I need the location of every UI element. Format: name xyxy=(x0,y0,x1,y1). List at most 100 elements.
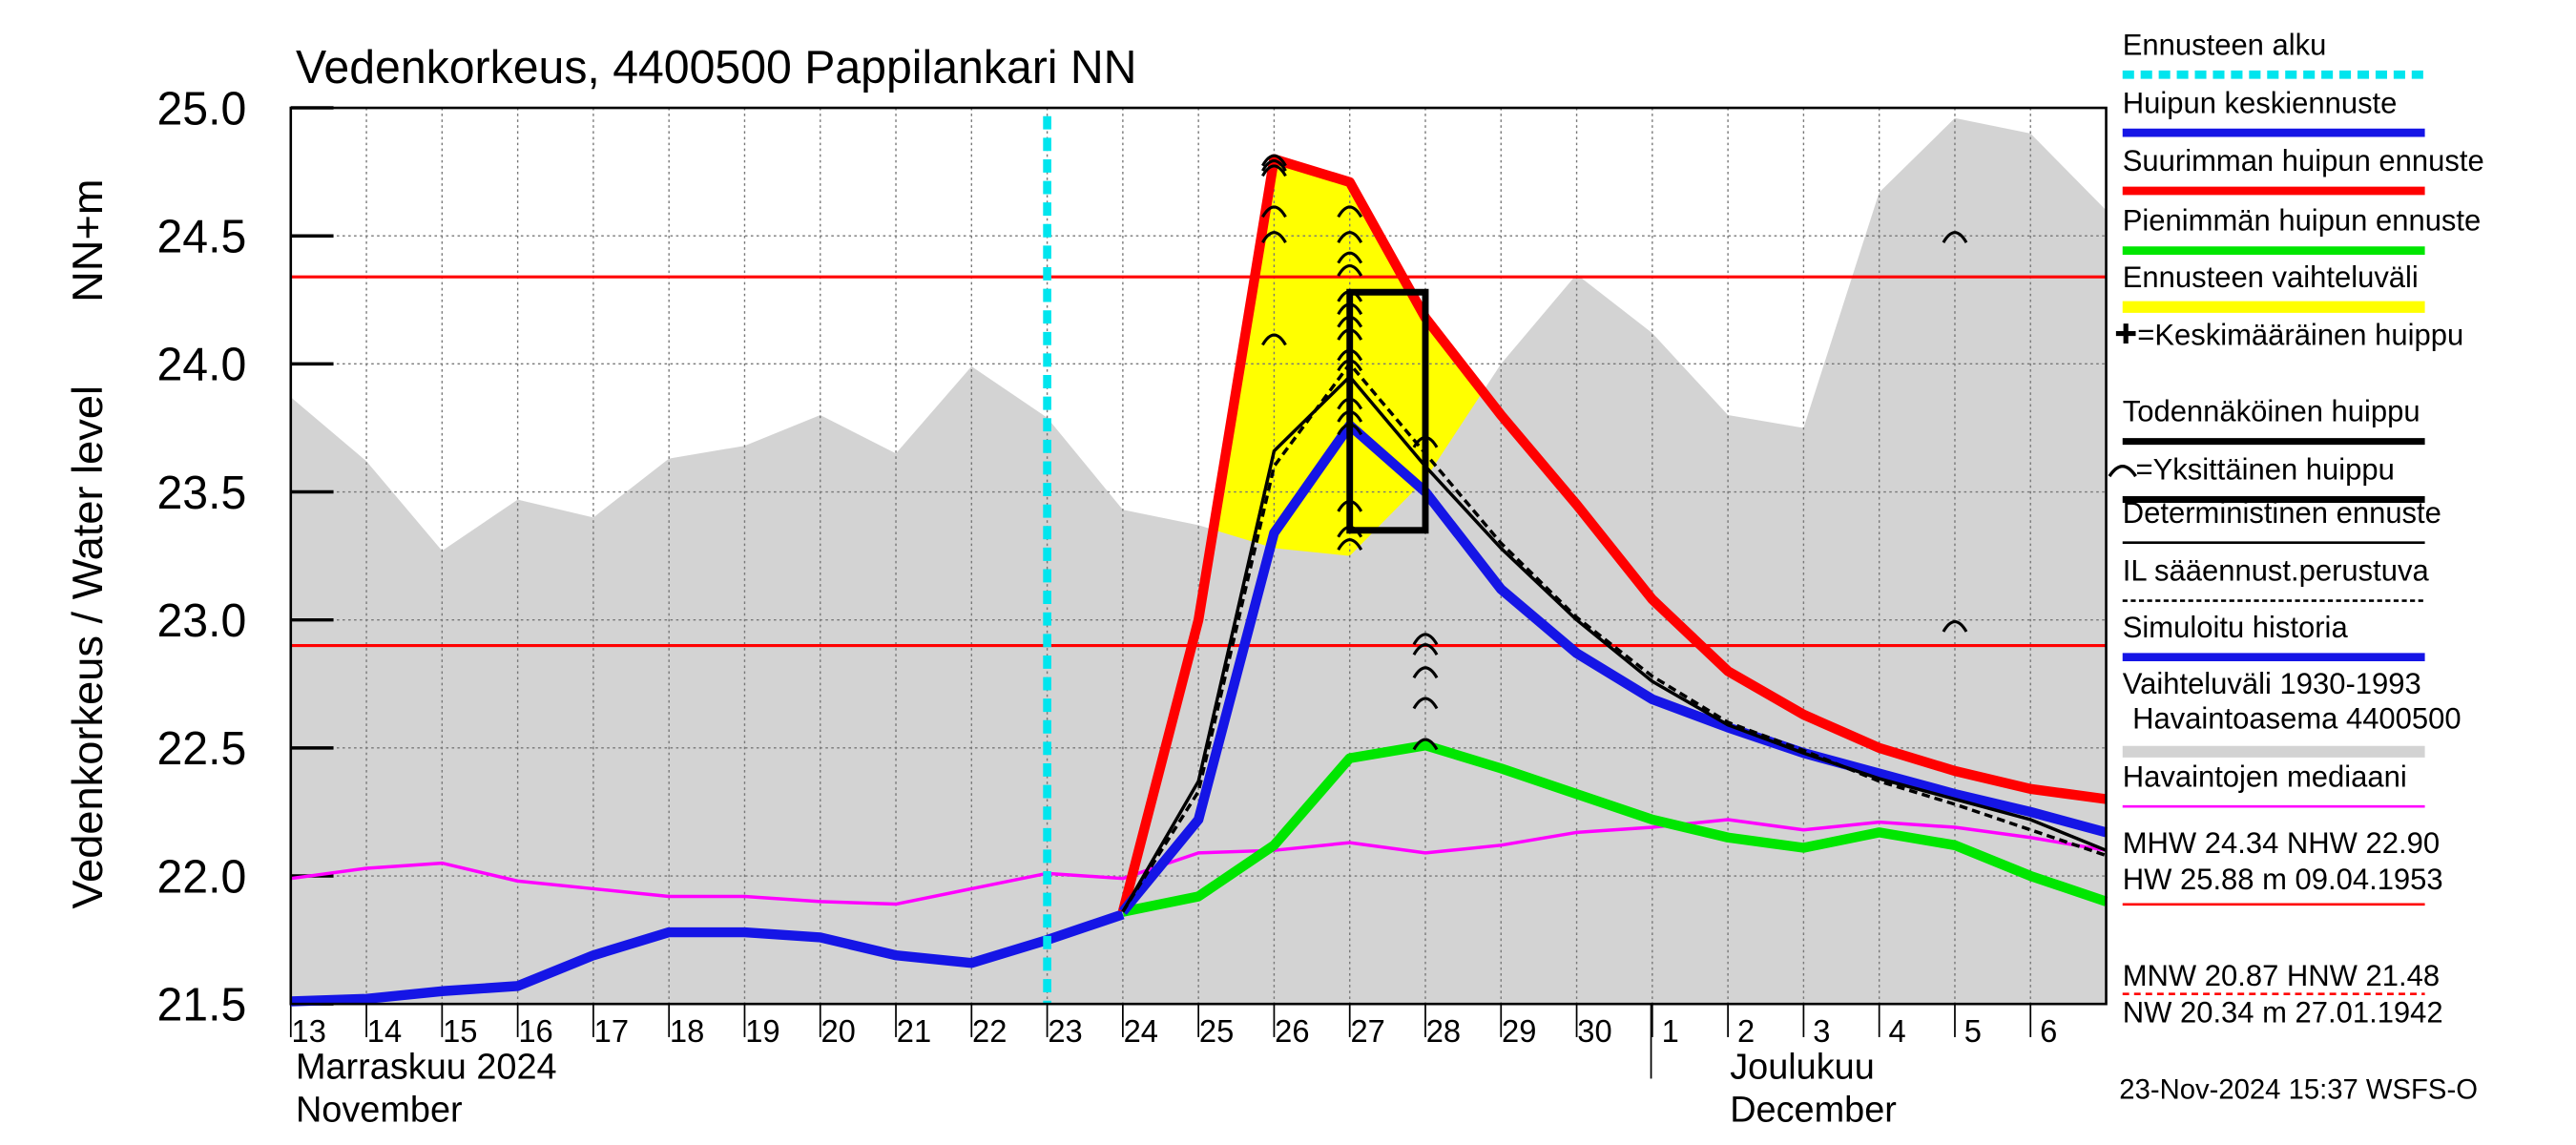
peak-marker xyxy=(1337,499,1363,512)
y-axis-label: Vedenkorkeus / Water level xyxy=(63,385,112,909)
x-tick-label: 14 xyxy=(367,1013,402,1049)
y-tick-label: 24.5 xyxy=(156,211,246,262)
x-tick-label: 16 xyxy=(518,1013,552,1049)
stats-label: MHW 24.34 NHW 22.90 xyxy=(2123,826,2440,860)
series-line xyxy=(1117,154,2108,913)
y-tick-label: 22.0 xyxy=(156,851,246,903)
x-tick-label: 5 xyxy=(1964,1013,1982,1049)
x-tick-label: 6 xyxy=(2040,1013,2057,1049)
peak-marker xyxy=(1261,164,1287,177)
peak-marker xyxy=(1261,159,1287,172)
legend-symbol xyxy=(2108,464,2137,478)
peak-marker xyxy=(1261,333,1287,346)
x-tick-label: 22 xyxy=(972,1013,1007,1049)
x-tick-label: 1 xyxy=(1662,1013,1679,1049)
plot-area xyxy=(289,106,2109,1037)
peak-marker xyxy=(1412,738,1439,751)
stats-label: HW 25.88 m 09.04.1953 xyxy=(2123,863,2443,896)
legend-label: Ennusteen vaihteluväli xyxy=(2123,260,2419,294)
series-line xyxy=(290,818,2107,906)
peak-marker xyxy=(1412,633,1439,646)
peak-marker xyxy=(1337,251,1363,264)
peak-marker xyxy=(1337,359,1363,372)
x-tick-label: 21 xyxy=(897,1013,931,1049)
legend-label: Vaihteluväli 1930-1993 xyxy=(2123,667,2421,700)
legend-label: Havaintojen mediaani xyxy=(2123,760,2407,793)
x-tick-label: 19 xyxy=(745,1013,779,1049)
peak-marker xyxy=(1337,264,1363,277)
x-tick-label: 2 xyxy=(1737,1013,1755,1049)
x-tick-label: 28 xyxy=(1426,1013,1461,1049)
x-tick-label: 24 xyxy=(1124,1013,1158,1049)
legend-label: Todennäköinen huippu xyxy=(2123,395,2420,428)
timestamp: 23-Nov-2024 15:37 WSFS-O xyxy=(2119,1073,2478,1105)
x-tick-label: 3 xyxy=(1813,1013,1830,1049)
y-tick-label: 24.0 xyxy=(156,340,246,391)
peak-marker xyxy=(1337,231,1363,243)
x-tick-label: 4 xyxy=(1889,1013,1906,1049)
peak-marker xyxy=(1942,231,1968,243)
peak-marker xyxy=(1412,435,1439,448)
peak-marker xyxy=(1412,643,1439,656)
series-line xyxy=(1118,420,2108,915)
x-tick-label: 15 xyxy=(443,1013,477,1049)
series-line xyxy=(290,909,1125,1007)
legend-label: IL sääennust.perustuva xyxy=(2123,554,2430,588)
peak-marker xyxy=(1337,525,1363,538)
peak-marker xyxy=(1337,315,1363,328)
peak-marker xyxy=(1337,397,1363,410)
legend-label: Ennusteen alku xyxy=(2123,28,2327,61)
month-label: November xyxy=(296,1090,463,1130)
peak-marker xyxy=(1412,697,1439,710)
x-tick-label: 27 xyxy=(1350,1013,1384,1049)
peak-marker xyxy=(1261,154,1287,167)
x-tick-label: 30 xyxy=(1577,1013,1611,1049)
legend-label: Deterministinen ennuste xyxy=(2123,496,2441,530)
plot-frame xyxy=(289,106,2108,1006)
peak-marker xyxy=(1337,348,1363,362)
y-tick-label: 23.5 xyxy=(156,468,246,519)
stats-label: NW 20.34 m 27.01.1942 xyxy=(2123,995,2443,1029)
peak-marker xyxy=(1337,205,1363,219)
series-line xyxy=(1121,375,2108,913)
y-axis-unit: NN+m xyxy=(63,178,112,302)
y-tick-label: 22.5 xyxy=(156,723,246,775)
legend-label: Simuloitu historia xyxy=(2123,611,2349,644)
peak-marker xyxy=(1942,620,1968,633)
x-tick-label: 25 xyxy=(1199,1013,1234,1049)
peak-marker xyxy=(1337,423,1363,436)
series-line xyxy=(1121,362,2108,913)
series-line xyxy=(1121,739,2109,917)
month-label: Joulukuu xyxy=(1730,1047,1875,1087)
peak-marker xyxy=(1261,231,1287,243)
legend-symbol xyxy=(2115,323,2136,344)
y-tick-label: 23.0 xyxy=(156,595,246,647)
legend-label: =Keskimääräinen huippu xyxy=(2137,319,2463,352)
x-tick-label: 23 xyxy=(1048,1013,1082,1049)
x-tick-label: 26 xyxy=(1275,1013,1309,1049)
legend-label: =Yksittäinen huippu xyxy=(2136,452,2395,486)
peak-marker xyxy=(1337,289,1363,302)
legend: Ennusteen alku Huipun keskiennuste Suurimm… xyxy=(2108,28,2484,1029)
y-tick-label: 25.0 xyxy=(156,83,246,135)
peak-marker xyxy=(1337,410,1363,423)
x-tick-label: 17 xyxy=(594,1013,629,1049)
x-tick-label: 20 xyxy=(821,1013,855,1049)
legend-label: Suurimman huipun ennuste xyxy=(2123,144,2484,177)
month-label: December xyxy=(1730,1090,1897,1130)
peak-marker xyxy=(1337,538,1363,551)
stats-label: MNW 20.87 HNW 21.48 xyxy=(2123,959,2440,992)
peak-marker xyxy=(1412,666,1439,679)
legend-label: Huipun keskiennuste xyxy=(2123,86,2398,119)
chart-title: Vedenkorkeus, 4400500 Pappilankari NN xyxy=(296,42,1137,94)
peak-marker xyxy=(1261,205,1287,219)
peak-marker xyxy=(1337,302,1363,316)
x-tick-label: 29 xyxy=(1502,1013,1536,1049)
y-tick-label: 21.5 xyxy=(156,979,246,1030)
x-tick-label: 18 xyxy=(670,1013,704,1049)
x-tick-label: 13 xyxy=(292,1013,326,1049)
legend-label: Havaintoasema 4400500 xyxy=(2132,701,2462,735)
month-label: Marraskuu 2024 xyxy=(296,1047,557,1087)
peak-marker xyxy=(1337,328,1363,341)
